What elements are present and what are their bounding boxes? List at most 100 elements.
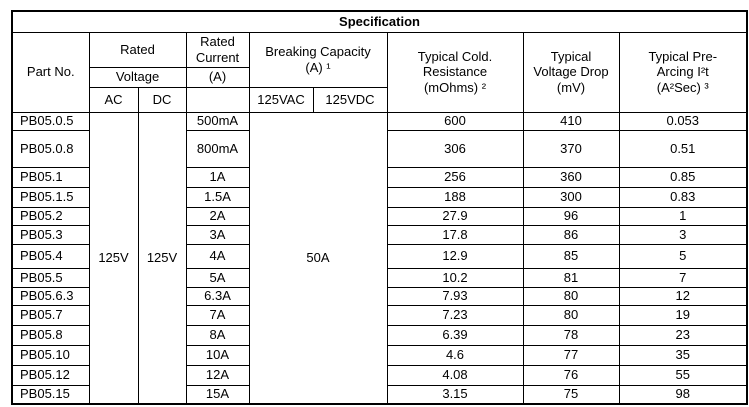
cell-pre-arcing: 98 [618,384,748,405]
table-row: PB05.0.5 125V 125V 500mA 50A 600 410 0.053 [11,111,748,405]
cell-voltage-drop: 300 [522,186,620,208]
cell-rated-current: 15A [185,384,250,405]
cell-part-no: PB05.2 [11,206,90,226]
cell-cold-resistance: 256 [386,166,524,188]
cell-cold-resistance: 188 [386,186,524,208]
cell-voltage-drop: 80 [522,304,620,326]
cell-cold-resistance: 27.9 [386,206,524,226]
table-row: PB05.5 5A 10.2 81 7 [11,267,748,288]
cell-rated-voltage-ac: 125V [88,111,139,405]
cell-rated-voltage-dc: 125V [137,111,187,405]
header-row-1: Part No. Rated Rated Current Breaking Ca… [11,31,748,113]
table-row: PB05.3 3A 17.8 86 3 [11,224,748,245]
cell-pre-arcing: 35 [618,344,748,366]
cell-cold-resistance: 4.6 [386,344,524,366]
cell-pre-arcing: 7 [618,267,748,288]
table-row: PB05.1.5 1.5A 188 300 0.83 [11,186,748,208]
cell-rated-current: 7A [185,304,250,326]
cell-voltage-drop: 410 [522,111,620,131]
cell-cold-resistance: 7.23 [386,304,524,326]
header-row-3: AC DC 125VAC 125VDC [12,86,747,113]
cell-part-no: PB05.0.8 [11,129,90,168]
header-current-unit: (A) [185,66,250,88]
header-ac: AC [88,86,139,113]
cell-pre-arcing: 0.51 [618,129,748,168]
cell-rated-current: 2A [185,206,250,226]
cell-cold-resistance: 12.9 [386,243,524,269]
cell-part-no: PB05.7 [11,304,90,326]
cell-rated-current: 5A [185,267,250,288]
cell-pre-arcing: 1 [618,206,748,226]
cell-part-no: PB05.4 [11,243,90,269]
header-cold-resistance: Typical Cold. Resistance (mOhms) ² [386,31,524,113]
table-row: PB05.7 7A 7.23 80 19 [11,304,748,326]
cell-part-no: PB05.12 [11,364,90,386]
cell-rated-current: 3A [185,224,250,245]
table-title-row: Specification [11,10,748,33]
cell-part-no: PB05.10 [11,344,90,366]
cell-voltage-drop: 75 [522,384,620,405]
cell-voltage-drop: 80 [522,286,620,306]
specification-table: Specification Part No. Rated Rated Curre… [11,10,749,405]
cell-voltage-drop: 96 [522,206,620,226]
table-title: Specification [11,10,748,33]
header-voltage: Voltage [88,66,187,88]
cell-rated-current: 1A [185,166,250,188]
cell-rated-current: 1.5A [185,186,250,208]
cell-rated-current: 4A [185,243,250,269]
cell-rated-current: 800mA [185,129,250,168]
header-rated: Rated [88,31,187,68]
cell-pre-arcing: 12 [618,286,748,306]
cell-cold-resistance: 7.93 [386,286,524,306]
header-voltage-drop: Typical Voltage Drop (mV) [522,31,620,113]
cell-pre-arcing: 23 [618,324,748,346]
cell-part-no: PB05.0.5 [11,111,90,131]
header-breaking-capacity: Breaking Capacity (A) ¹ [248,31,388,88]
table-row: PB05.8 8A 6.39 78 23 [11,324,748,346]
table-row: PB05.15 15A 3.15 75 98 [11,384,748,405]
cell-voltage-drop: 86 [522,224,620,245]
header-rated-current: Rated Current [185,31,250,68]
header-125vac: 125VAC [248,86,314,113]
cell-part-no: PB05.3 [11,224,90,245]
header-dc: DC [137,86,187,113]
cell-rated-current: 6.3A [185,286,250,306]
cell-voltage-drop: 85 [522,243,620,269]
cell-cold-resistance: 306 [386,129,524,168]
cell-part-no: PB05.15 [11,384,90,405]
cell-pre-arcing: 55 [618,364,748,386]
cell-voltage-drop: 370 [522,129,620,168]
cell-pre-arcing: 5 [618,243,748,269]
table-row: PB05.1 1A 256 360 0.85 [11,166,748,188]
cell-cold-resistance: 17.8 [386,224,524,245]
table-row: PB05.12 12A 4.08 76 55 [11,364,748,386]
cell-part-no: PB05.6.3 [11,286,90,306]
cell-part-no: PB05.8 [11,324,90,346]
cell-pre-arcing: 19 [618,304,748,326]
cell-rated-current: 10A [185,344,250,366]
cell-voltage-drop: 76 [522,364,620,386]
cell-cold-resistance: 4.08 [386,364,524,386]
cell-cold-resistance: 10.2 [386,267,524,288]
cell-pre-arcing: 3 [618,224,748,245]
cell-voltage-drop: 81 [522,267,620,288]
cell-part-no: PB05.1 [11,166,90,188]
table-row: PB05.4 4A 12.9 85 5 [11,243,748,269]
header-part-no: Part No. [11,31,90,113]
cell-rated-current: 12A [185,364,250,386]
cell-breaking-capacity: 50A [248,111,388,405]
header-125vdc: 125VDC [312,86,388,113]
table-row: PB05.6.3 6.3A 7.93 80 12 [11,286,748,306]
cell-pre-arcing: 0.053 [618,111,748,131]
cell-voltage-drop: 78 [522,324,620,346]
cell-cold-resistance: 3.15 [386,384,524,405]
cell-pre-arcing: 0.85 [618,166,748,188]
cell-voltage-drop: 360 [522,166,620,188]
cell-cold-resistance: 600 [386,111,524,131]
cell-voltage-drop: 77 [522,344,620,366]
cell-part-no: PB05.1.5 [11,186,90,208]
header-current-empty-cell [185,86,250,113]
cell-pre-arcing: 0.83 [618,186,748,208]
cell-cold-resistance: 6.39 [386,324,524,346]
cell-rated-current: 8A [185,324,250,346]
